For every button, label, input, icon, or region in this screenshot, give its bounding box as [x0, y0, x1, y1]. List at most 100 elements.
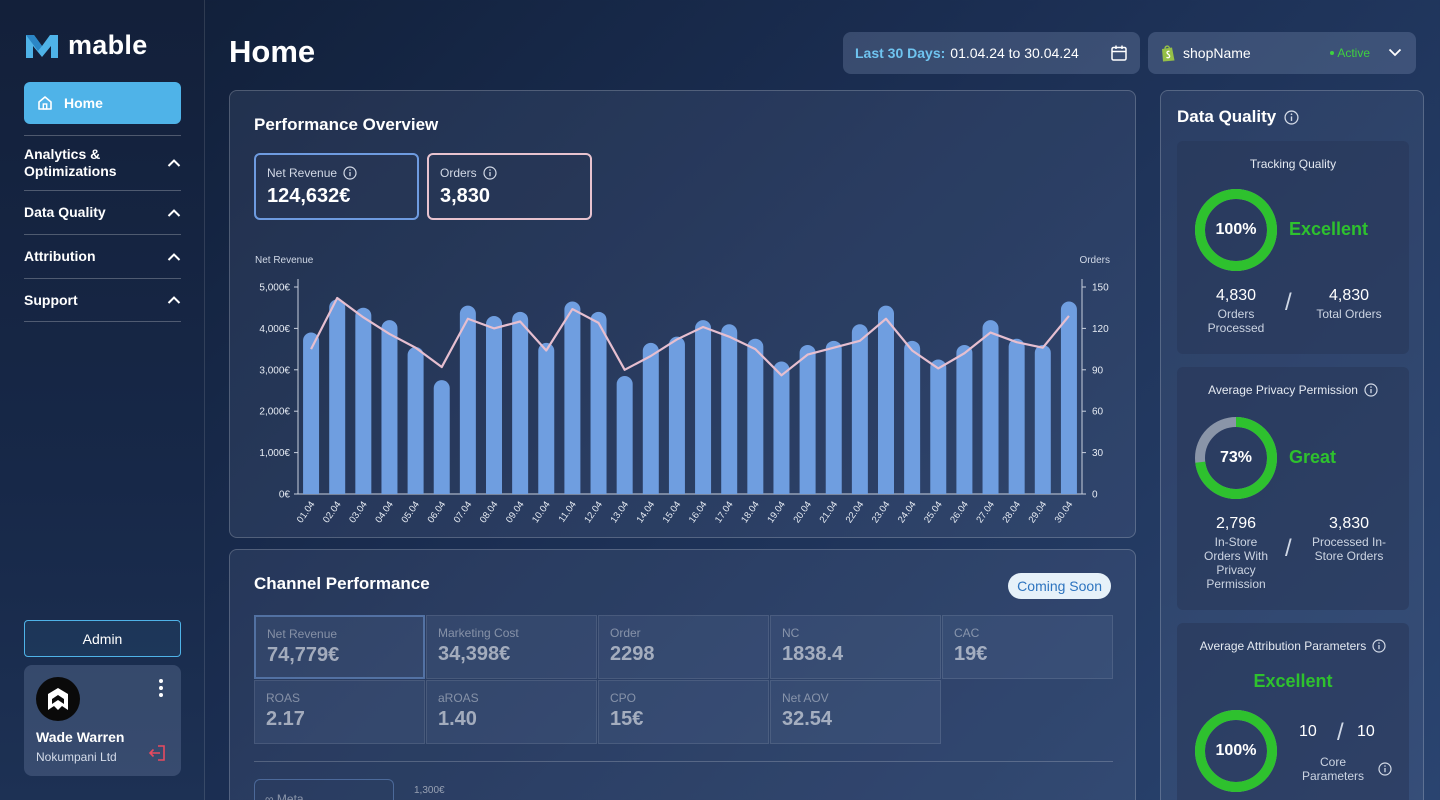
chevron-up-icon: [167, 159, 181, 167]
revenue-bar: [459, 305, 476, 494]
stat-value: 4,830: [1215, 287, 1257, 304]
mable-logo-icon: [26, 34, 58, 58]
left-tick-label: 3,000€: [259, 365, 290, 376]
x-tick-label: 28.04: [1000, 499, 1023, 525]
revenue-bar: [878, 305, 894, 494]
stat-label: Total Orders: [1316, 307, 1382, 321]
stat-value: 4,830: [1328, 287, 1370, 304]
info-icon[interactable]: [483, 166, 497, 180]
metric-aroas[interactable]: aROAS 1.40: [426, 680, 597, 744]
metric-label: CPO: [610, 691, 637, 705]
date-range-picker[interactable]: Last 30 Days: 01.04.24 to 30.04.24: [843, 32, 1140, 74]
kebab-menu-icon[interactable]: [159, 679, 163, 697]
x-tick-label: 25.04: [922, 499, 945, 525]
kpi-net-revenue[interactable]: Net Revenue 124,632€: [254, 153, 419, 220]
x-tick-label: 30.04: [1053, 499, 1076, 525]
user-name: Wade Warren: [36, 729, 125, 745]
metric-value: 34,398€: [438, 643, 511, 665]
x-tick-label: 07.04: [452, 499, 475, 525]
stat-total-orders: 4,830 Total Orders: [1304, 287, 1394, 321]
sidebar-item-attribution[interactable]: Attribution: [24, 234, 181, 278]
revenue-bar: [407, 347, 424, 494]
info-icon[interactable]: [1372, 639, 1386, 653]
metric-value: 32.54: [782, 708, 833, 730]
metric-cpo[interactable]: CPO 15€: [598, 680, 769, 744]
metric-marketing-cost[interactable]: Marketing Cost 34,398€: [426, 615, 597, 679]
stat-label: Processed In-Store Orders: [1311, 535, 1387, 563]
ring-progress: [1195, 189, 1277, 271]
right-tick-label: 150: [1092, 283, 1109, 294]
logo[interactable]: mable: [24, 30, 148, 61]
metric-net-revenue[interactable]: Net Revenue 74,779€: [254, 615, 425, 679]
metric-label: Net AOV: [782, 691, 829, 705]
status-text: Active: [1337, 46, 1370, 60]
left-tick-label: 5,000€: [259, 283, 290, 294]
kpi-orders[interactable]: Orders 3,830: [427, 153, 592, 220]
right-axis-label: Orders: [1079, 255, 1110, 266]
info-icon[interactable]: [1378, 762, 1392, 776]
sidebar-item-data-quality[interactable]: Data Quality: [24, 190, 181, 234]
home-icon: [38, 96, 52, 110]
info-icon[interactable]: [1364, 383, 1378, 397]
tab-label: Meta: [276, 792, 304, 800]
avatar[interactable]: [36, 677, 80, 721]
stat-processed-in-store-orders: 3,830 Processed In-Store Orders: [1304, 515, 1394, 563]
metric-order[interactable]: Order 2298: [598, 615, 769, 679]
revenue-bar: [1008, 338, 1025, 494]
x-tick-label: 19.04: [765, 499, 788, 525]
revenue-bar: [721, 324, 738, 494]
metric-label: Net Revenue: [267, 627, 338, 641]
sidebar-item-analytics[interactable]: Analytics & Optimizations: [24, 135, 181, 190]
stat-value: 2,796: [1215, 515, 1257, 532]
info-icon[interactable]: [1284, 109, 1299, 125]
left-tick-label: 2,000€: [259, 407, 290, 418]
metric-cac[interactable]: CAC 19€: [942, 615, 1113, 679]
panel-title: Channel Performance: [254, 574, 430, 593]
revenue-bar: [564, 301, 581, 494]
chevron-up-icon: [167, 208, 181, 217]
logout-icon[interactable]: [147, 743, 167, 763]
metric-roas[interactable]: ROAS 2.17: [254, 680, 425, 744]
quality-grade: Excellent: [1253, 671, 1333, 691]
stat-orders-with-permission: 2,796 In-Store Orders With Privacy Permis…: [1191, 515, 1281, 591]
meta-icon: ∞: [265, 792, 274, 800]
metric-value: 19€: [954, 643, 988, 665]
chevron-up-icon: [167, 252, 181, 261]
admin-button[interactable]: Admin: [24, 620, 181, 657]
shop-selector[interactable]: shopName Active: [1148, 32, 1416, 74]
ring-percent: 100%: [1215, 742, 1257, 759]
x-tick-label: 24.04: [896, 499, 919, 525]
chevron-down-icon[interactable]: [1388, 47, 1402, 57]
revenue-bar: [747, 338, 764, 494]
revenue-bar: [904, 340, 921, 494]
right-tick-label: 60: [1092, 407, 1104, 418]
date-range-value: 01.04.24 to 30.04.24: [950, 45, 1079, 61]
metric-value: 1.40: [438, 708, 477, 730]
x-tick-label: 15.04: [661, 499, 684, 525]
calendar-icon[interactable]: [1110, 44, 1128, 62]
info-icon[interactable]: [343, 166, 357, 180]
revenue-bar: [642, 342, 659, 494]
sidebar-item-label: Home: [64, 95, 103, 111]
revenue-bar: [303, 332, 320, 494]
metric-net-aov[interactable]: Net AOV 32.54: [770, 680, 941, 744]
x-tick-label: 18.04: [739, 499, 762, 525]
channel-performance-panel: Channel Performance Coming Soon Net Reve…: [229, 549, 1136, 800]
divider: [254, 761, 1113, 762]
left-tick-label: 1,000€: [259, 448, 290, 459]
chevron-up-icon: [167, 296, 181, 304]
revenue-bar: [930, 359, 947, 494]
tab-meta[interactable]: ∞ Meta: [254, 779, 394, 800]
x-tick-label: 13.04: [608, 499, 631, 525]
metric-nc[interactable]: NC 1838.4: [770, 615, 941, 679]
metric-label: Marketing Cost: [438, 626, 519, 640]
sidebar-item-support[interactable]: Support: [24, 278, 181, 322]
kpi-label: Orders: [440, 166, 477, 180]
user-company: Nokumpani Ltd: [36, 750, 117, 764]
left-tick-label: 0€: [279, 490, 291, 501]
sidebar-item-home[interactable]: Home: [24, 82, 181, 124]
sidebar: mable Home Analytics & Optimizations Dat…: [0, 0, 205, 800]
kpi-value: 124,632€: [267, 185, 351, 207]
user-card: Wade Warren Nokumpani Ltd: [24, 665, 181, 776]
x-tick-label: 01.04: [295, 499, 318, 525]
